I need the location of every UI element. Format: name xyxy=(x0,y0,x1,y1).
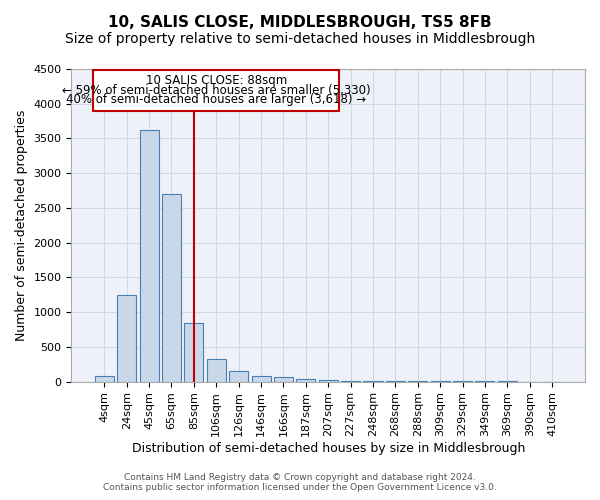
X-axis label: Distribution of semi-detached houses by size in Middlesbrough: Distribution of semi-detached houses by … xyxy=(131,442,525,455)
Text: Size of property relative to semi-detached houses in Middlesbrough: Size of property relative to semi-detach… xyxy=(65,32,535,46)
Bar xyxy=(296,379,316,382)
Y-axis label: Number of semi-detached properties: Number of semi-detached properties xyxy=(15,110,28,341)
Text: 10 SALIS CLOSE: 88sqm: 10 SALIS CLOSE: 88sqm xyxy=(146,74,287,87)
Bar xyxy=(207,359,226,382)
Bar xyxy=(386,381,405,382)
Bar xyxy=(162,194,181,382)
Bar xyxy=(95,376,114,382)
Text: 40% of semi-detached houses are larger (3,618) →: 40% of semi-detached houses are larger (… xyxy=(66,92,366,106)
Text: ← 59% of semi-detached houses are smaller (5,330): ← 59% of semi-detached houses are smalle… xyxy=(62,84,371,96)
Bar xyxy=(319,380,338,382)
Bar xyxy=(251,376,271,382)
Bar xyxy=(229,371,248,382)
Bar xyxy=(341,380,360,382)
Bar xyxy=(184,323,203,382)
Text: 10, SALIS CLOSE, MIDDLESBROUGH, TS5 8FB: 10, SALIS CLOSE, MIDDLESBROUGH, TS5 8FB xyxy=(108,15,492,30)
Text: Contains HM Land Registry data © Crown copyright and database right 2024.
Contai: Contains HM Land Registry data © Crown c… xyxy=(103,473,497,492)
Bar xyxy=(364,381,383,382)
Bar xyxy=(274,378,293,382)
Bar xyxy=(140,130,158,382)
FancyBboxPatch shape xyxy=(93,70,340,112)
Bar xyxy=(117,295,136,382)
